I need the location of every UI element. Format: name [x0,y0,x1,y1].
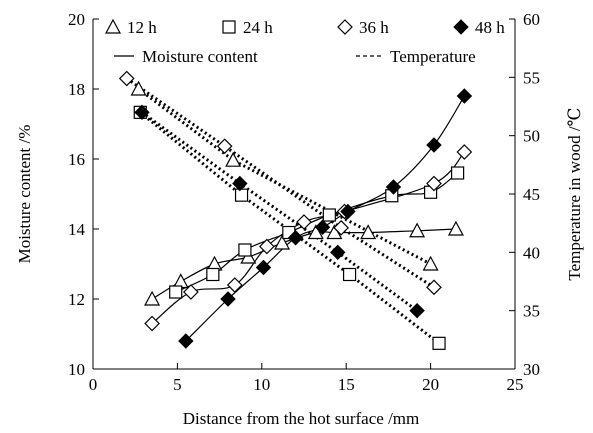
y-left-tick-label: 20 [68,10,85,29]
moisture-point-48h [220,291,236,307]
temperature-point-48h [330,244,346,261]
moisture-point-12h [307,224,324,240]
moisture-point-24h [322,208,336,222]
legend-label: 24 h [243,18,273,37]
temperature-point-36h [118,70,135,87]
moisture-point-12h [360,224,377,240]
moisture-point-48h [456,88,473,104]
temperature-point-12h [130,80,147,96]
moisture-point-36h [183,284,199,300]
temperature-point-24h [432,336,446,350]
moisture-line-12h [151,228,456,300]
legend-marker-24h [222,20,236,34]
legend-marker-48h [453,19,469,35]
moisture-point-24h [238,243,252,257]
y-right-tick-label: 45 [523,185,540,204]
x-tick-label: 5 [173,375,182,394]
moisture-point-48h [255,259,272,276]
moisture-point-24h [206,267,220,282]
y-left-tick-label: 14 [68,220,86,239]
temperature-line-24h [139,111,440,345]
moisture-point-36h [226,277,243,293]
legend-label: Moisture content [142,47,258,66]
moisture-line-36h [151,151,465,324]
temperature-point-36h [216,138,233,155]
temperature-point-36h [426,279,442,296]
temperature-point-36h [333,219,349,236]
moisture-point-12h [274,234,291,250]
y-left-tick-label: 12 [68,290,85,309]
y-right-tick-label: 30 [523,360,540,379]
y-right-tick-label: 35 [523,302,540,321]
x-tick-label: 20 [422,375,439,394]
y-right-tick-label: 40 [523,243,540,262]
moisture-point-48h [385,179,402,195]
moisture-point-36h [426,175,442,192]
y-left-tick-label: 16 [68,150,85,169]
y-right-tick-label: 55 [523,68,540,87]
legend: 12 h 24 h 36 h 48 h Moisture content Temperat… [104,18,505,66]
temperature-point-24h [234,188,249,202]
temperature-line-48h [141,111,418,312]
legend-label: 48 h [475,18,505,37]
temperature-point-24h [342,267,357,282]
legend-marker-36h [337,19,353,35]
y-axis-right-title: Temperature in wood /℃ [565,107,584,280]
moisture-point-48h [340,203,356,220]
moisture-point-12h [144,290,161,306]
temperature-point-48h [409,302,425,319]
x-tick-label: 0 [89,375,98,394]
legend-marker-12h [104,18,122,34]
moisture-point-48h [314,219,331,235]
moisture-point-24h [451,166,465,180]
y-right-tick-label: 60 [523,10,540,29]
moisture-point-48h [426,137,442,153]
y-left-tick-label: 18 [68,80,85,99]
temperature-point-48h [232,175,248,192]
moisture-point-24h [169,285,183,299]
moisture-point-12h [447,220,464,236]
temperature-point-12h [225,151,242,167]
legend-label: 36 h [359,18,389,37]
x-tick-label: 15 [338,375,355,394]
moisture-point-36h [144,315,160,332]
moisture-point-36h [456,144,473,160]
x-tick-label: 25 [507,375,524,394]
y-left-tick-label: 10 [68,360,85,379]
moisture-point-36h [296,214,312,230]
x-axis-title: Distance from the hot surface /mm [183,409,420,428]
moisture-point-36h [259,238,275,255]
temperature-line-36h [125,77,435,289]
x-tick-label: 10 [253,375,270,394]
legend-label: 12 h [127,18,157,37]
legend-label: Temperature [390,47,476,66]
y-right-tick-label: 50 [523,127,540,146]
temperature-point-48h [134,104,150,121]
moisture-point-48h [178,333,194,349]
temperature-point-12h [422,255,439,271]
moisture-point-48h [287,230,304,246]
plot-area [118,70,473,350]
moisture-point-12h [409,222,426,238]
y-axis-left-title: Moisture content /% [15,125,34,264]
axes: 0 5 10 15 20 25 10 12 14 16 18 20 30 35 40 45 50 55 60 [68,10,540,394]
